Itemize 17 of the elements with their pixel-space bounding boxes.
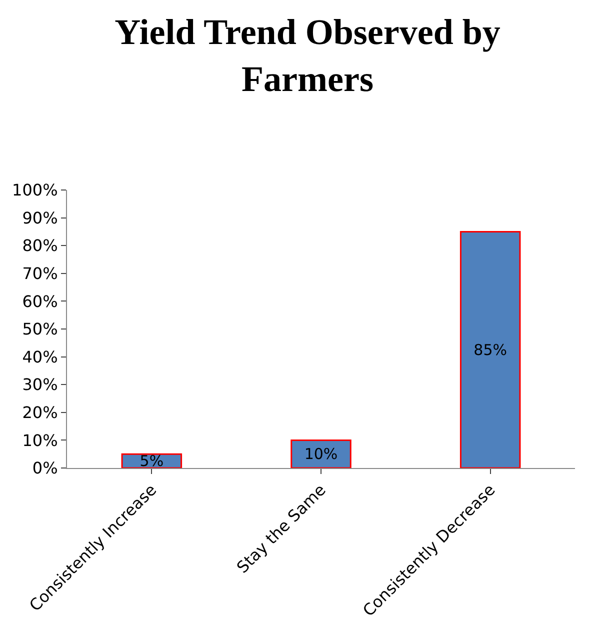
y-tick-label: 90% xyxy=(22,208,58,228)
y-tick-label: 40% xyxy=(22,347,58,366)
y-tick-label: 70% xyxy=(22,264,58,283)
data-label: 10% xyxy=(304,445,338,464)
data-label: 85% xyxy=(474,340,508,359)
y-tick-label: 50% xyxy=(22,320,58,339)
y-tick-label: 100% xyxy=(12,180,58,200)
chart-title: Yield Trend Observed by Farmers xyxy=(114,12,500,100)
y-tick-label: 80% xyxy=(22,236,58,256)
y-tick-label: 20% xyxy=(22,403,58,422)
y-tick-label: 30% xyxy=(22,375,58,394)
bar xyxy=(460,230,521,468)
bar xyxy=(290,439,352,468)
y-tick-label: 60% xyxy=(22,292,58,311)
y-tick-label: 10% xyxy=(22,430,58,450)
y-tick-label: 0% xyxy=(32,458,58,478)
data-label: 5% xyxy=(140,452,164,470)
